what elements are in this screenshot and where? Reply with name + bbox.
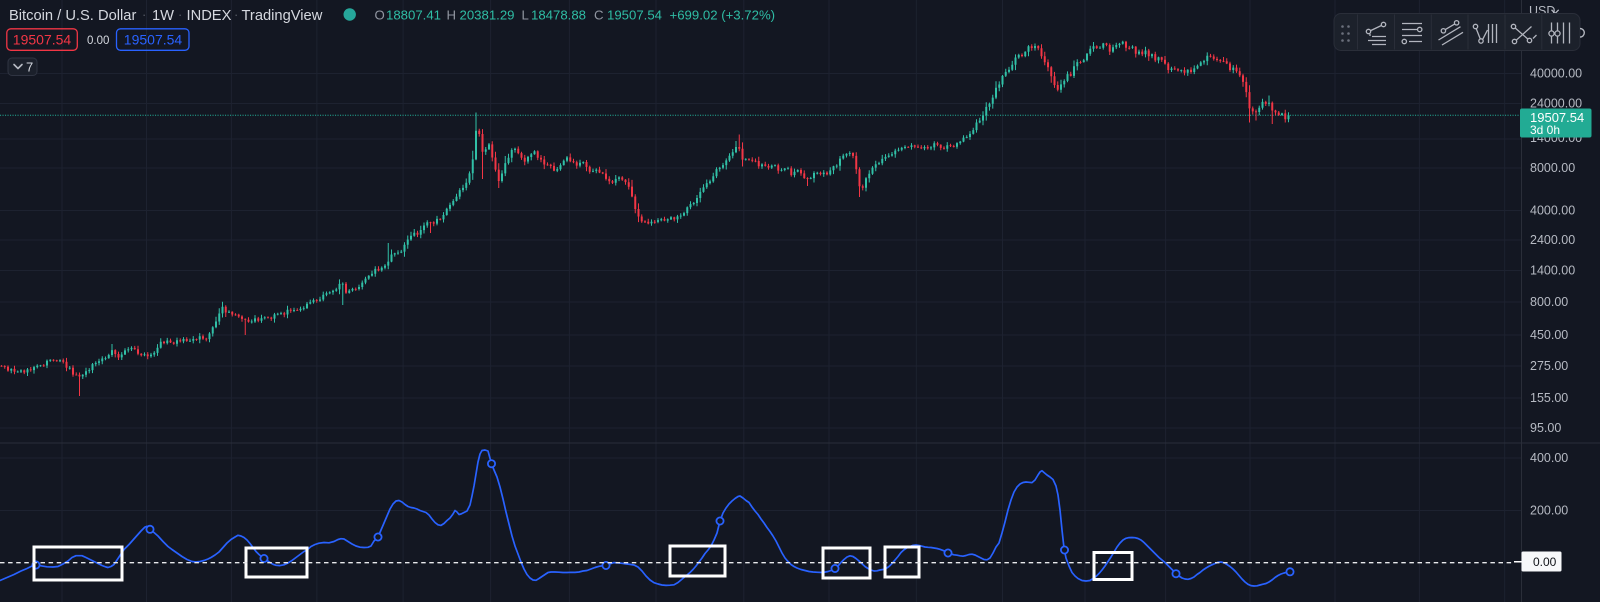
svg-text:275.00: 275.00 — [1530, 359, 1568, 373]
svg-text:19507.54: 19507.54 — [124, 32, 183, 48]
svg-text:0.00: 0.00 — [1533, 555, 1557, 569]
svg-text:4000.00: 4000.00 — [1530, 204, 1575, 218]
svg-text:0.00: 0.00 — [87, 35, 109, 47]
svg-text:40000.00: 40000.00 — [1530, 67, 1582, 81]
svg-text:1W: 1W — [152, 8, 174, 24]
svg-text:19507.54: 19507.54 — [607, 8, 662, 23]
svg-text:18478.88: 18478.88 — [531, 8, 586, 23]
svg-text:200.00: 200.00 — [1530, 504, 1568, 518]
svg-text:1400.00: 1400.00 — [1530, 264, 1575, 278]
svg-text:24000.00: 24000.00 — [1530, 97, 1582, 111]
svg-text:400.00: 400.00 — [1530, 451, 1568, 465]
svg-text:·: · — [178, 7, 182, 22]
svg-text:+699.02 (+3.72%): +699.02 (+3.72%) — [670, 8, 776, 23]
svg-text:155.00: 155.00 — [1530, 391, 1568, 405]
svg-text:19507.54: 19507.54 — [13, 32, 72, 48]
svg-text:18807.41: 18807.41 — [386, 8, 441, 23]
svg-text:7: 7 — [26, 60, 33, 75]
svg-text:Bitcoin / U.S. Dollar: Bitcoin / U.S. Dollar — [9, 8, 136, 24]
svg-text:·: · — [234, 7, 238, 22]
svg-text:3d 0h: 3d 0h — [1530, 123, 1560, 137]
svg-text:·: · — [142, 7, 146, 22]
svg-text:19507.54: 19507.54 — [1530, 110, 1584, 125]
svg-text:95.00: 95.00 — [1530, 421, 1561, 435]
svg-text:INDEX: INDEX — [187, 8, 232, 24]
svg-text:450.00: 450.00 — [1530, 328, 1568, 342]
svg-text:C: C — [594, 8, 604, 23]
svg-text:O: O — [375, 8, 385, 23]
svg-text:2400.00: 2400.00 — [1530, 233, 1575, 247]
svg-text:800.00: 800.00 — [1530, 295, 1568, 309]
svg-text:H: H — [447, 8, 457, 23]
svg-text:8000.00: 8000.00 — [1530, 161, 1575, 175]
svg-text:L: L — [522, 8, 529, 23]
svg-text:20381.29: 20381.29 — [460, 8, 515, 23]
svg-text:TradingView: TradingView — [242, 8, 323, 24]
